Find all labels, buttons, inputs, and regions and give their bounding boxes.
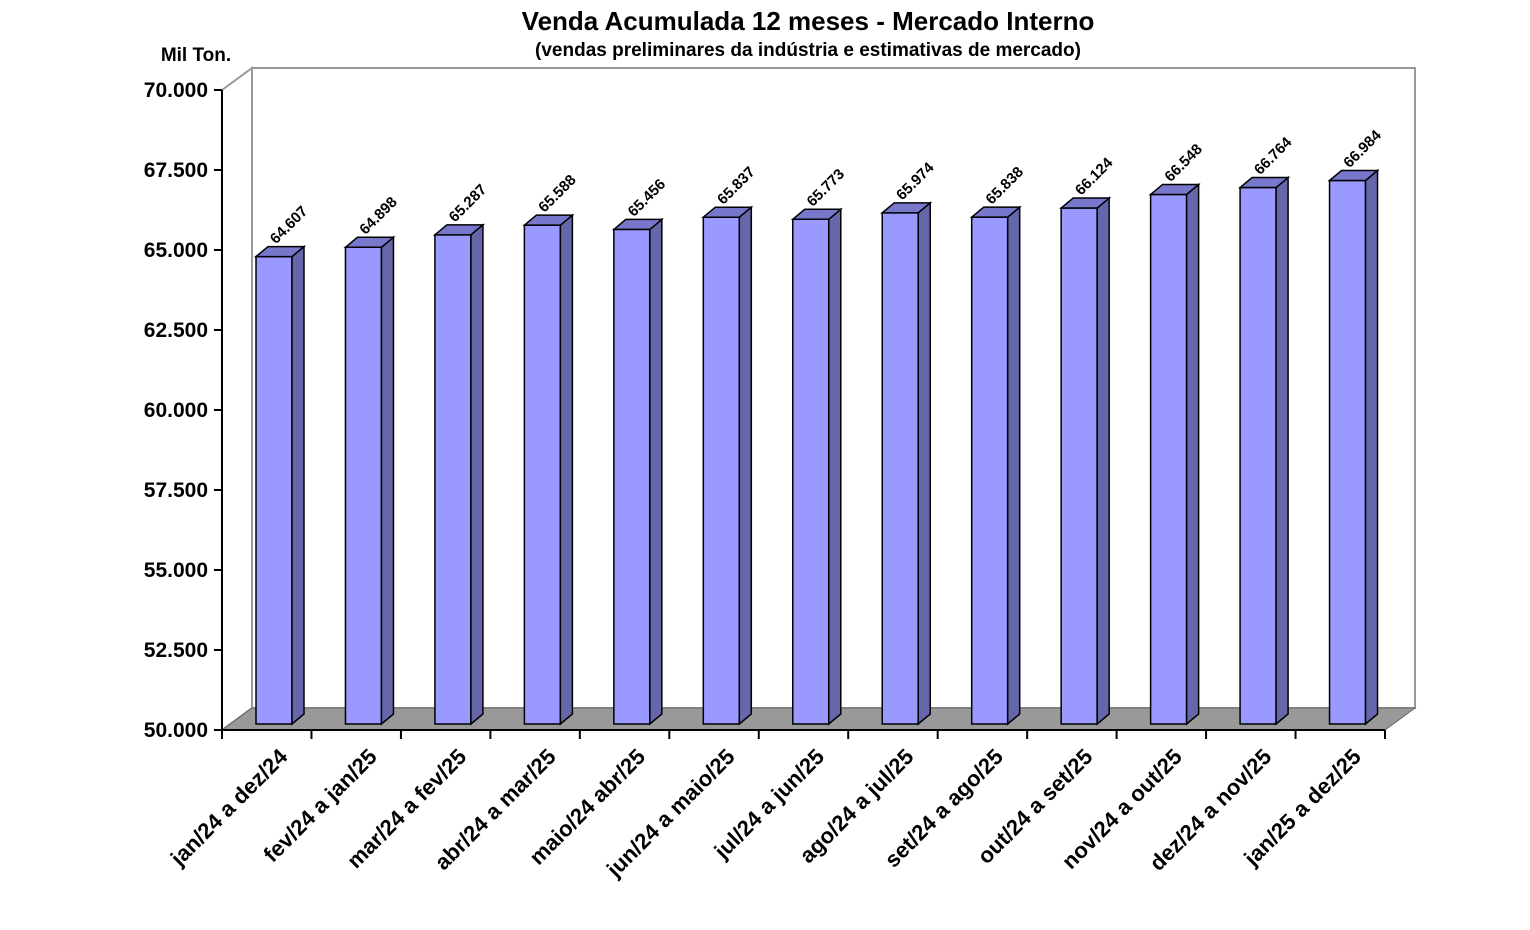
chart-subtitle: (vendas preliminares da indústria e esti… bbox=[535, 40, 1081, 61]
bar bbox=[253, 244, 307, 726]
y-tick-label: 55.000 bbox=[144, 559, 208, 582]
bar-front bbox=[1239, 186, 1277, 725]
bar-front bbox=[1149, 193, 1188, 725]
bar bbox=[790, 207, 843, 726]
y-tick-label: 60.000 bbox=[144, 399, 208, 422]
bar-front bbox=[613, 228, 651, 725]
bar-top bbox=[880, 202, 933, 214]
bar-front bbox=[434, 234, 472, 725]
bar-side bbox=[291, 244, 305, 726]
bar bbox=[880, 201, 933, 726]
bar-side bbox=[470, 223, 484, 726]
bar-side bbox=[1006, 205, 1021, 726]
bar-front bbox=[344, 246, 383, 725]
bar-top bbox=[701, 206, 754, 218]
side-wall bbox=[221, 66, 253, 732]
bar-side bbox=[649, 217, 663, 726]
bar-top bbox=[1238, 176, 1291, 189]
bar-front bbox=[523, 224, 562, 725]
bar-top bbox=[522, 214, 575, 226]
bar bbox=[1327, 168, 1380, 726]
bar-top bbox=[1059, 197, 1112, 209]
chart-title: Venda Acumulada 12 meses - Mercado Inter… bbox=[522, 6, 1095, 36]
bar-top bbox=[1327, 169, 1380, 182]
bar bbox=[611, 217, 664, 726]
bar-front bbox=[970, 216, 1009, 725]
bar bbox=[432, 223, 485, 726]
bar bbox=[1059, 196, 1112, 726]
bar-top bbox=[1148, 183, 1201, 196]
bar-top bbox=[790, 208, 843, 221]
bar bbox=[343, 235, 396, 726]
y-axis-label: Mil Ton. bbox=[161, 45, 231, 66]
bar-front bbox=[255, 255, 293, 725]
bar-front bbox=[1060, 207, 1098, 725]
y-tick-label: 65.000 bbox=[144, 239, 208, 262]
y-tick-label: 67.500 bbox=[144, 159, 208, 182]
bar-side bbox=[1185, 182, 1200, 726]
bar-side bbox=[828, 207, 842, 726]
bar-side bbox=[738, 205, 753, 726]
y-tick-label: 50.000 bbox=[144, 719, 208, 742]
y-tick-label: 70.000 bbox=[144, 79, 208, 102]
bar-side bbox=[917, 201, 931, 726]
bar-top bbox=[969, 206, 1022, 218]
bar-front bbox=[792, 218, 830, 725]
y-tick-label: 52.500 bbox=[144, 639, 208, 662]
bar-side bbox=[559, 213, 574, 726]
bar-top bbox=[253, 245, 307, 258]
bar-side bbox=[1364, 168, 1379, 726]
bar-front bbox=[702, 216, 741, 725]
y-tick-label: 57.500 bbox=[144, 479, 208, 502]
bar-front bbox=[1328, 179, 1367, 725]
bar bbox=[522, 213, 575, 726]
bar-top bbox=[432, 224, 485, 236]
bar-side bbox=[1275, 175, 1289, 726]
bar-front bbox=[881, 212, 919, 725]
y-tick-label: 62.500 bbox=[144, 319, 208, 342]
bar bbox=[969, 205, 1022, 726]
bar-side bbox=[380, 235, 395, 726]
bar-side bbox=[1096, 196, 1110, 726]
bar bbox=[1148, 182, 1201, 726]
bar-top bbox=[611, 218, 664, 231]
bar bbox=[701, 205, 754, 726]
bar-top bbox=[343, 236, 396, 249]
bar bbox=[1238, 175, 1291, 726]
